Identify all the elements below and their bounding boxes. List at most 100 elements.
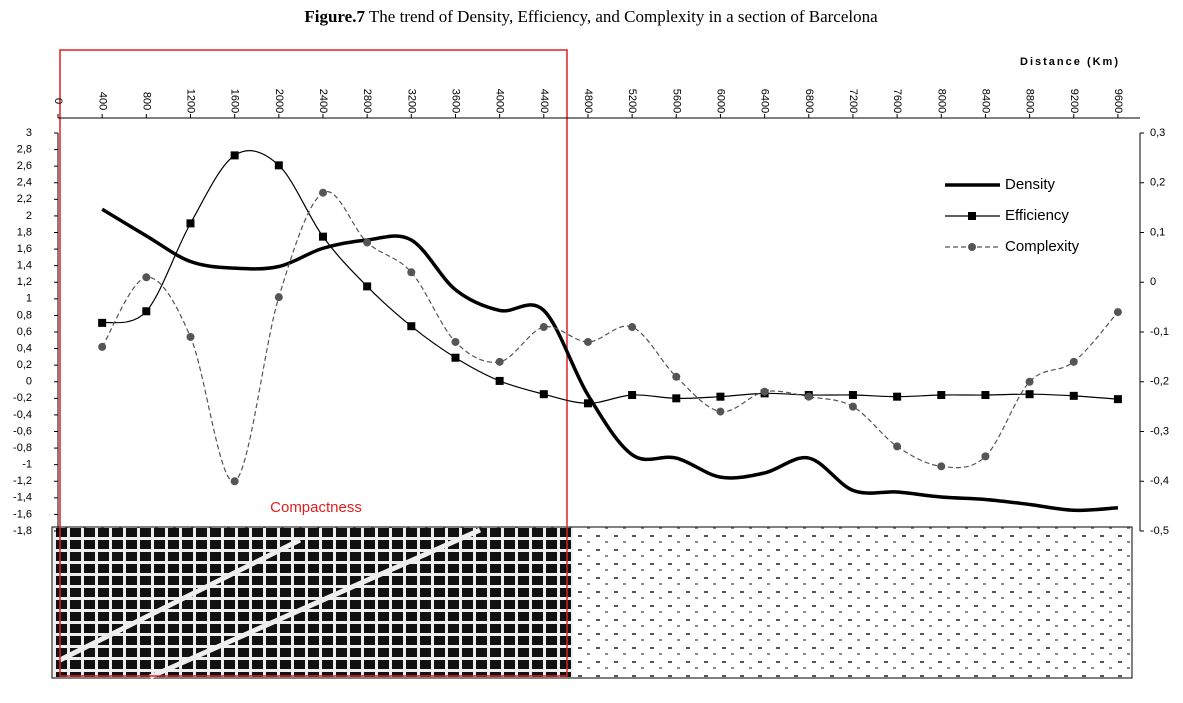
series-line <box>102 192 1118 482</box>
y-tick-label: 1,8 <box>17 226 32 238</box>
point <box>1026 390 1034 398</box>
point <box>893 442 901 450</box>
point <box>142 307 150 315</box>
y2-tick-label: 0,3 <box>1150 127 1165 139</box>
point <box>1070 392 1078 400</box>
y-tick-label: 3 <box>26 127 32 139</box>
y2-tick-label: -0,2 <box>1150 376 1169 388</box>
point <box>1070 358 1078 366</box>
y-tick-label: 1,2 <box>17 276 32 288</box>
y-tick-label: 2,4 <box>17 177 32 189</box>
point <box>451 338 459 346</box>
point <box>716 408 724 416</box>
y2-tick-label: -0,1 <box>1150 326 1169 338</box>
x-tick-label: 4800 <box>582 89 594 113</box>
point <box>451 354 459 362</box>
y2-tick-label: 0,1 <box>1150 226 1165 238</box>
y-tick-label: 0 <box>26 376 32 388</box>
x-tick-label: 9200 <box>1068 89 1080 113</box>
series-line <box>102 209 1118 510</box>
y-tick-label: 0,4 <box>17 342 32 354</box>
x-tick-label: 8800 <box>1024 89 1036 113</box>
y2-tick-label: 0,2 <box>1150 177 1165 189</box>
point <box>363 238 371 246</box>
point <box>407 322 415 330</box>
x-axis-label: Distance (Km) <box>1020 56 1120 68</box>
point <box>231 151 239 159</box>
point <box>628 323 636 331</box>
point <box>1026 378 1034 386</box>
x-tick-label: 9600 <box>1112 89 1124 113</box>
x-tick-label: 3200 <box>405 89 417 113</box>
x-tick-label: 3600 <box>450 89 462 113</box>
point <box>186 333 194 341</box>
chart-title: Figure.7 The trend of Density, Efficienc… <box>304 7 878 26</box>
x-tick-label: 0 <box>52 98 64 104</box>
legend-marker <box>968 243 976 251</box>
x-tick-label: 4000 <box>494 89 506 113</box>
point <box>186 219 194 227</box>
legend-label: Density <box>1005 176 1056 193</box>
y2-tick-label: -0,5 <box>1150 525 1169 537</box>
point <box>937 462 945 470</box>
point <box>981 452 989 460</box>
legend-label: Efficiency <box>1005 207 1069 224</box>
point <box>584 399 592 407</box>
x-tick-label: 6000 <box>715 89 727 113</box>
x-tick-label: 1200 <box>185 89 197 113</box>
point <box>98 319 106 327</box>
x-tick-label: 5200 <box>626 89 638 113</box>
legend-marker <box>968 212 976 220</box>
point <box>1114 308 1122 316</box>
x-tick-label: 2800 <box>361 89 373 113</box>
point <box>716 393 724 401</box>
point <box>407 268 415 276</box>
point <box>540 390 548 398</box>
y-tick-label: -1,2 <box>13 475 32 487</box>
point <box>496 377 504 385</box>
point <box>363 282 371 290</box>
y2-tick-label: 0 <box>1150 276 1156 288</box>
point <box>981 391 989 399</box>
y2-tick-label: -0,4 <box>1150 475 1169 487</box>
annotation: Compactness <box>270 499 362 516</box>
point <box>231 477 239 485</box>
point <box>937 391 945 399</box>
y2-tick-label: -0,3 <box>1150 425 1169 437</box>
y-tick-label: -1,8 <box>13 525 32 537</box>
point <box>893 393 901 401</box>
point <box>319 233 327 241</box>
x-tick-label: 7600 <box>891 89 903 113</box>
y-tick-label: 2,8 <box>17 143 32 155</box>
x-tick-label: 8000 <box>935 89 947 113</box>
chart: Figure.7 The trend of Density, Efficienc… <box>0 0 1183 703</box>
x-tick-label: 5600 <box>670 89 682 113</box>
point <box>1114 395 1122 403</box>
y-tick-label: -0,4 <box>13 409 32 421</box>
x-tick-label: 4400 <box>538 89 550 113</box>
map-strip <box>52 527 1132 678</box>
y-tick-label: -0,6 <box>13 425 32 437</box>
series-line <box>102 151 1118 404</box>
point <box>584 338 592 346</box>
x-tick-label: 1600 <box>229 89 241 113</box>
point <box>672 394 680 402</box>
y-tick-label: -0,8 <box>13 442 32 454</box>
x-tick-label: 6800 <box>803 89 815 113</box>
point <box>761 388 769 396</box>
point <box>98 343 106 351</box>
y-tick-label: 0,6 <box>17 326 32 338</box>
y-tick-label: 1,6 <box>17 243 32 255</box>
title-label: Figure.7 <box>304 7 365 26</box>
point <box>319 189 327 197</box>
point <box>540 323 548 331</box>
y-tick-label: 2 <box>26 210 32 222</box>
x-tick-label: 8400 <box>980 89 992 113</box>
y-tick-label: -1,4 <box>13 492 32 504</box>
legend-label: Complexity <box>1005 238 1080 255</box>
y-tick-label: -1,6 <box>13 508 32 520</box>
y-tick-label: 0,8 <box>17 309 32 321</box>
y-tick-label: 0,2 <box>17 359 32 371</box>
point <box>142 273 150 281</box>
point <box>628 391 636 399</box>
